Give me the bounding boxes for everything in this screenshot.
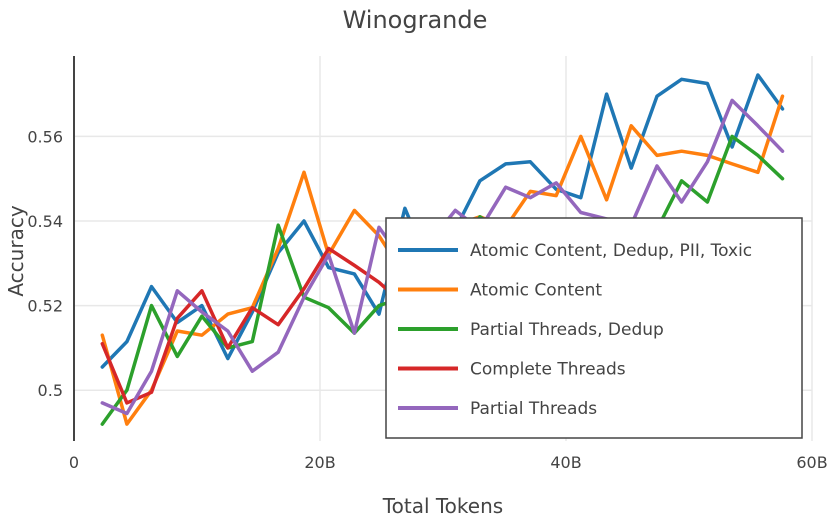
x-tick-label: 0 <box>69 453 79 472</box>
series-line-4 <box>100 246 407 405</box>
legend-label-1: Atomic Content, Dedup, PII, Toxic <box>470 241 752 261</box>
y-tick-label: 0.52 <box>27 297 63 316</box>
legend-label-5: Partial Threads <box>470 399 597 419</box>
y-tick-label: 0.54 <box>27 212 63 231</box>
x-axis-title: Total Tokens <box>382 494 503 518</box>
legend-label-2: Atomic Content <box>470 281 602 301</box>
x-tick-label: 20B <box>304 453 335 472</box>
x-tick-label: 60B <box>796 453 827 472</box>
legend-label-4: Complete Threads <box>470 360 626 380</box>
x-tick-label: 40B <box>550 453 581 472</box>
y-axis-title: Accuracy <box>4 205 28 296</box>
legend: Atomic Content, Dedup, PII, Toxic Atomic … <box>385 217 803 439</box>
chart-title: Winogrande <box>343 6 488 34</box>
y-tick-label: 0.56 <box>27 127 63 146</box>
legend-label-3: Partial Threads, Dedup <box>470 320 664 340</box>
ticks: 0 20B 40B 60B 0.5 0.52 0.54 0.56 <box>27 127 827 472</box>
y-tick-label: 0.5 <box>38 381 63 400</box>
